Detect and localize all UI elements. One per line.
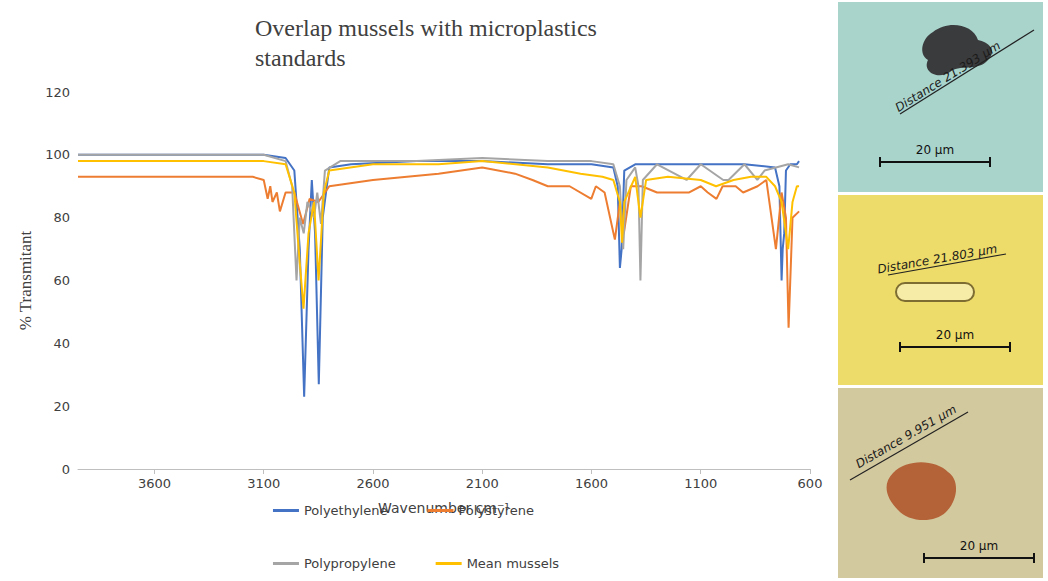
svg-text:Mean mussels: Mean mussels (467, 556, 560, 571)
svg-text:100: 100 (45, 147, 70, 162)
svg-text:Polyethylene: Polyethylene (304, 503, 388, 518)
svg-text:20: 20 (53, 399, 70, 414)
svg-text:20 µm: 20 µm (936, 328, 974, 342)
svg-text:600: 600 (798, 476, 823, 491)
svg-text:40: 40 (53, 336, 70, 351)
svg-text:0: 0 (62, 462, 70, 477)
svg-text:2600: 2600 (356, 476, 389, 491)
svg-text:Distance 21.803 µm: Distance 21.803 µm (876, 242, 998, 277)
svg-text:standards: standards (255, 45, 346, 71)
svg-text:% Transmitant: % Transmitant (16, 230, 35, 330)
svg-text:1100: 1100 (684, 476, 717, 491)
svg-text:Polystyrene: Polystyrene (458, 503, 534, 518)
svg-text:2100: 2100 (466, 476, 499, 491)
svg-text:120: 120 (45, 85, 70, 100)
svg-text:3600: 3600 (138, 476, 171, 491)
svg-text:1600: 1600 (575, 476, 608, 491)
svg-text:Distance 9.951 µm: Distance 9.951 µm (853, 402, 959, 471)
svg-text:60: 60 (53, 273, 70, 288)
svg-text:20 µm: 20 µm (916, 143, 954, 157)
svg-text:20 µm: 20 µm (960, 539, 998, 553)
svg-text:Polypropylene: Polypropylene (304, 556, 396, 571)
svg-text:80: 80 (53, 210, 70, 225)
svg-text:Wavenumber cm⁻¹: Wavenumber cm⁻¹ (378, 500, 510, 516)
svg-text:Overlap mussels with microplas: Overlap mussels with microplastics (255, 15, 603, 41)
svg-text:Distance 21.393 µm: Distance 21.393 µm (893, 38, 1003, 114)
svg-text:3100: 3100 (247, 476, 280, 491)
